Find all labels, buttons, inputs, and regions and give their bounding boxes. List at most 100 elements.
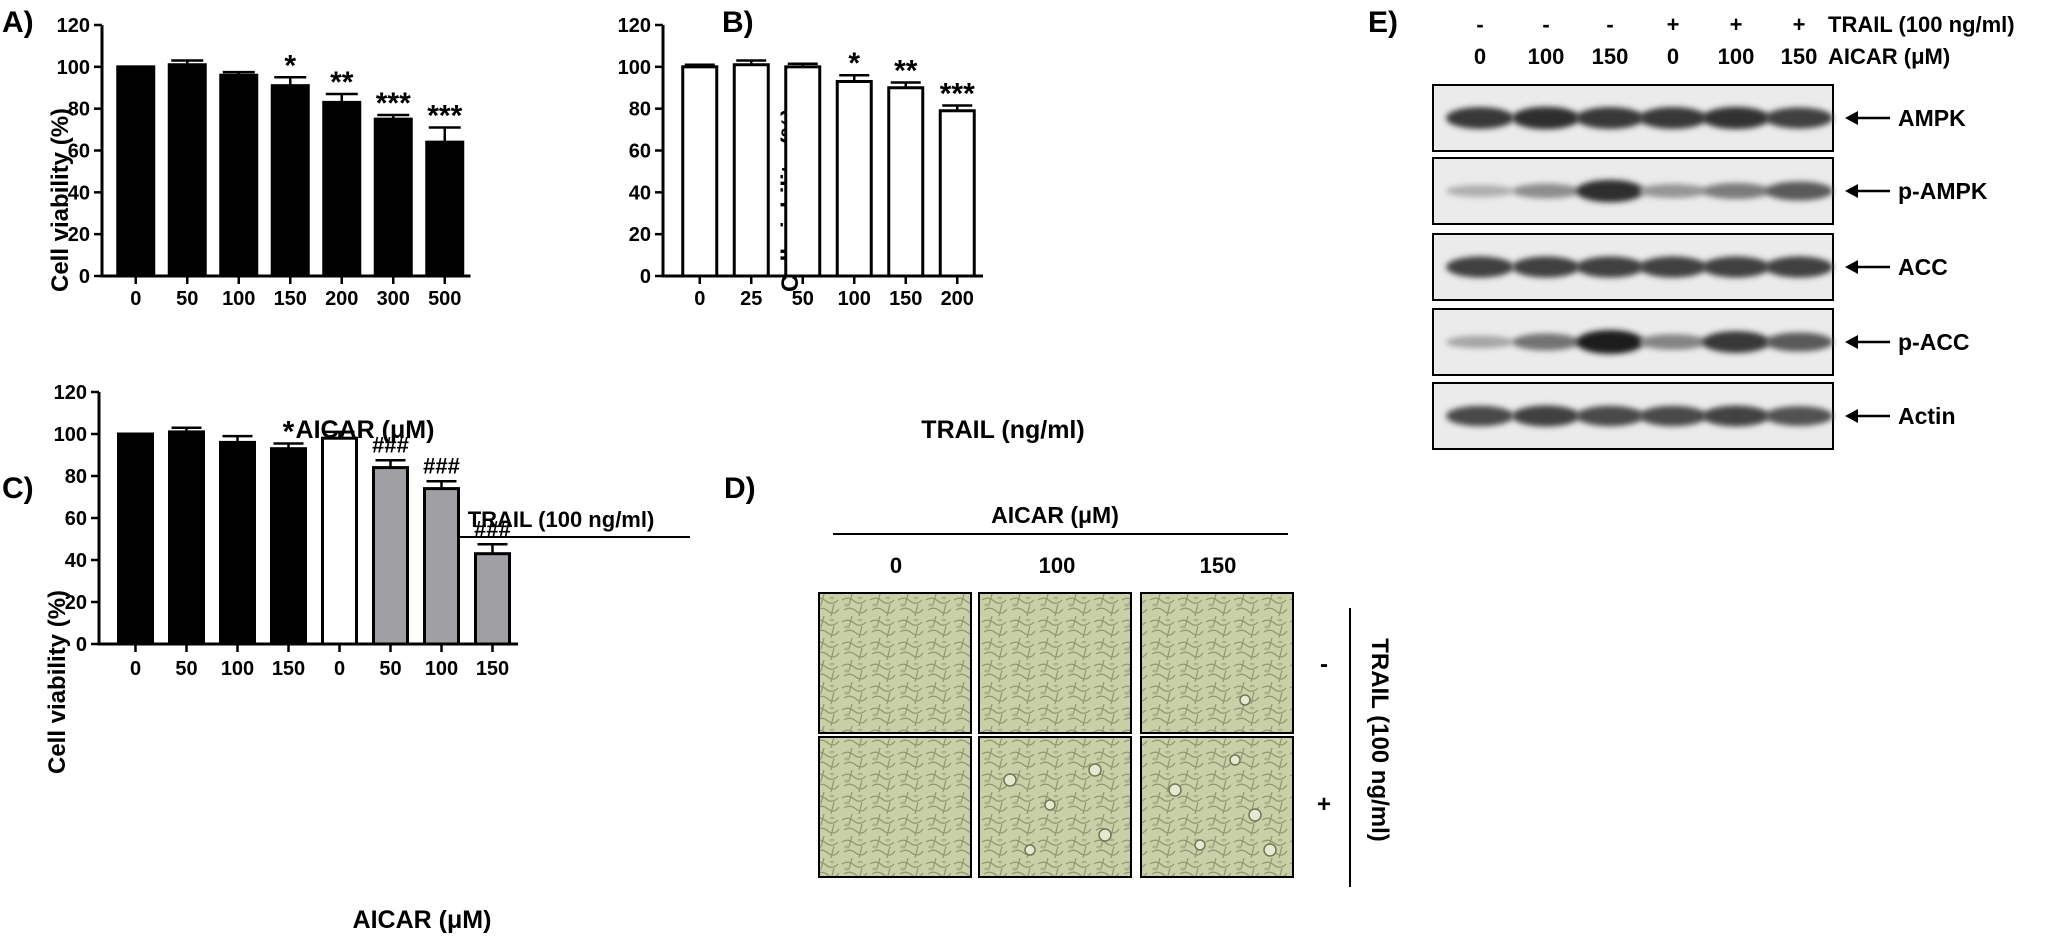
chart-c-ylabel: Cell viability (%) — [44, 590, 71, 774]
arrow-head-icon — [1845, 111, 1858, 125]
aicar-dose: 100 — [1718, 44, 1755, 69]
y-tick-label: 120 — [57, 15, 90, 37]
blot-band — [1576, 179, 1644, 203]
blot-band — [1446, 256, 1514, 278]
aicar-dose: 150 — [1781, 44, 1818, 69]
blot-ampk: AMPK — [1432, 84, 1966, 152]
blot-band — [1446, 184, 1514, 198]
aicar-dose: 100 — [1528, 44, 1565, 69]
blot-label: AMPK — [1898, 105, 1966, 131]
chart-b-xlabel: TRAIL (ng/ml) — [921, 416, 1084, 444]
blot-band — [1576, 107, 1644, 129]
blot-band — [1639, 334, 1707, 350]
blot-band — [1639, 405, 1707, 427]
blot-label: p-ACC — [1898, 329, 1970, 355]
significance-label: *** — [376, 87, 411, 120]
bar — [423, 487, 460, 646]
panel-label-a: A) — [2, 6, 34, 39]
x-tick-label: 100 — [221, 658, 254, 680]
trail-sign: - — [1606, 12, 1613, 37]
blot-band — [1446, 335, 1514, 349]
y-tick-label: 20 — [65, 592, 87, 614]
micrograph-side-label: TRAIL (100 ng/ml) — [1366, 638, 1393, 842]
bar — [887, 86, 925, 278]
micrograph-row-minus: - — [1320, 651, 1328, 678]
bar — [835, 79, 873, 278]
bar — [938, 109, 976, 278]
x-tick-label: 50 — [176, 288, 198, 310]
bar — [168, 430, 205, 646]
micrograph-panel: AICAR (μM) 0 100 150 - + TRAIL (100 ng/m… — [818, 502, 1393, 887]
bar — [372, 466, 409, 646]
y-tick-label: 60 — [68, 141, 90, 163]
x-tick-label: 500 — [428, 288, 461, 310]
micrograph-minus-150 — [1140, 592, 1294, 734]
blot-label: ACC — [1898, 254, 1948, 280]
chart-c: Cell viability (%) AICAR (μM) TRAIL (100… — [44, 382, 690, 934]
y-tick-label: 0 — [640, 266, 651, 288]
bar — [373, 117, 413, 278]
x-tick-label: 150 — [889, 288, 922, 310]
chart-a: Cell viability (%) AICAR (μM) 0 20 40 60 80 1… — [47, 15, 471, 444]
chart-a-xlabel: AICAR (μM) — [296, 416, 435, 444]
x-tick-label: 200 — [941, 288, 974, 310]
bar — [117, 432, 154, 646]
y-tick-label: 120 — [618, 15, 651, 37]
significance-label: * — [284, 49, 296, 82]
arrow-head-icon — [1845, 335, 1858, 349]
arrow-head-icon — [1845, 409, 1858, 423]
y-tick-label: 40 — [65, 550, 87, 572]
trail-sign: + — [1793, 12, 1806, 37]
x-tick-label: 200 — [325, 288, 358, 310]
y-tick-label: 60 — [629, 141, 651, 163]
blot-band — [1639, 256, 1707, 278]
blot-band — [1512, 405, 1580, 427]
significance-label: ** — [330, 66, 354, 99]
chart-a-ylabel: Cell viability (%) — [47, 108, 74, 292]
micrograph-row-plus: + — [1317, 791, 1331, 818]
y-tick-label: 20 — [629, 224, 651, 246]
significance-label: ### — [372, 432, 409, 457]
blot-acc: ACC — [1432, 233, 1948, 301]
micrograph-col-150: 150 — [1200, 553, 1237, 578]
arrow-head-icon — [1845, 260, 1858, 274]
y-tick-label: 20 — [68, 224, 90, 246]
bar — [425, 140, 465, 278]
x-tick-label: 0 — [130, 288, 141, 310]
x-tick-label: 50 — [792, 288, 814, 310]
blot-band — [1765, 181, 1833, 201]
x-tick-label: 0 — [694, 288, 705, 310]
micrograph-plus-0 — [818, 736, 972, 878]
micrograph-col-0: 0 — [890, 553, 902, 578]
blot-band — [1576, 330, 1644, 354]
x-tick-label: 150 — [274, 288, 307, 310]
x-tick-label: 150 — [476, 658, 509, 680]
significance-label: ### — [423, 453, 460, 478]
aicar-row-label: AICAR (μM) — [1828, 44, 1950, 69]
blot-band — [1576, 256, 1644, 278]
significance-label: *** — [427, 99, 462, 132]
y-tick-label: 60 — [65, 508, 87, 530]
blot-band — [1512, 106, 1580, 130]
x-tick-label: 150 — [272, 658, 305, 680]
panel-label-d: D) — [724, 472, 756, 505]
significance-label: * — [283, 415, 295, 448]
blot-band — [1765, 406, 1833, 426]
bar — [219, 73, 259, 278]
arrow-head-icon — [1845, 184, 1858, 198]
blot-p-acc: p-ACC — [1432, 308, 1970, 376]
blot-band — [1765, 332, 1833, 352]
panel-label-b: B) — [722, 6, 754, 39]
y-tick-label: 40 — [629, 182, 651, 204]
blot-band — [1639, 183, 1707, 199]
blot-band — [1512, 333, 1580, 351]
y-tick-label: 40 — [68, 182, 90, 204]
bar — [321, 436, 358, 646]
y-tick-label: 80 — [629, 99, 651, 121]
blot-band — [1446, 405, 1514, 427]
y-tick-label: 100 — [618, 57, 651, 79]
y-tick-label: 0 — [79, 266, 90, 288]
trail-row-label: TRAIL (100 ng/ml) — [1828, 12, 2015, 37]
blot-band — [1702, 405, 1770, 427]
trail-sign: - — [1542, 12, 1549, 37]
